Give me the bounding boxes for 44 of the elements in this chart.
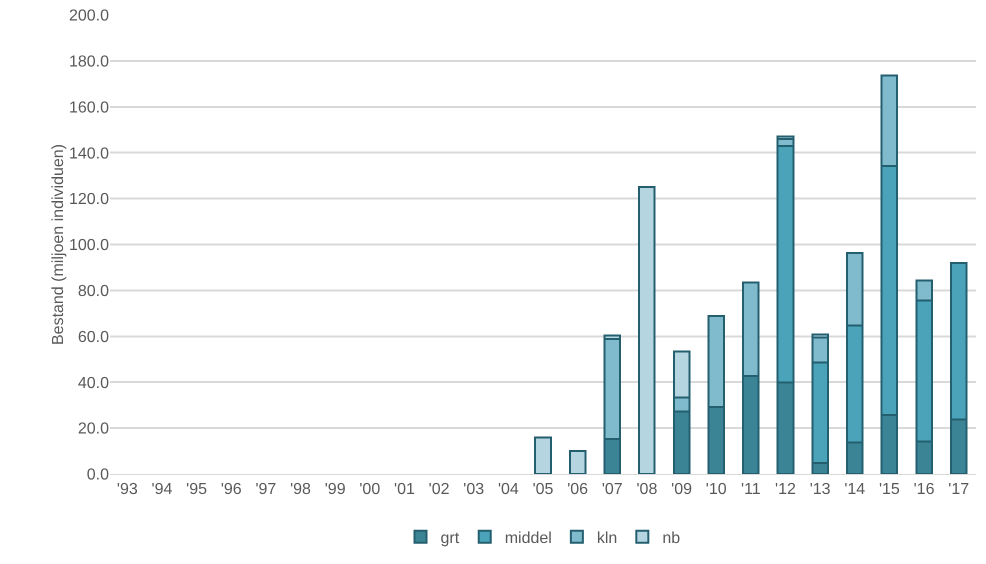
y-tick-label: 120.0 (68, 191, 110, 208)
x-tick-label: '94 (152, 481, 172, 498)
y-tick-label: 160.0 (68, 99, 110, 116)
x-tick-label: '03 (463, 481, 484, 498)
bar (568, 450, 586, 474)
x-tick-label: '05 (532, 481, 554, 498)
y-tick-label: 200.0 (68, 8, 110, 25)
x-tick-label: '07 (602, 481, 623, 498)
x-tick-label: '11 (741, 481, 761, 498)
x-tick-label: '01 (394, 481, 415, 498)
x-tick-label: '97 (255, 481, 276, 498)
x-tick-label: '17 (948, 481, 970, 498)
y-tick-label: 60.0 (78, 328, 110, 346)
y-tick-label: 20.0 (78, 420, 110, 438)
x-tick-label: '02 (428, 481, 450, 498)
y-tick-label: 140.0 (68, 145, 110, 162)
x-tick-label: '12 (775, 481, 796, 498)
x-tick-label: '95 (186, 481, 208, 498)
y-axis-title: Bestand (miljoen individuen) (50, 144, 67, 345)
legend-label: middel (504, 530, 552, 548)
x-tick-label: '13 (810, 481, 831, 498)
x-tick-label: '96 (220, 481, 242, 498)
y-tick-label: 100.0 (68, 237, 110, 254)
x-tick-label: '09 (671, 481, 692, 498)
legend-label: kln (596, 530, 618, 548)
bar (534, 436, 552, 474)
y-tick-label: 180.0 (68, 54, 110, 70)
x-tick-label: '16 (914, 481, 935, 498)
legend-label: nb (662, 530, 680, 548)
x-tick-label: '98 (290, 481, 312, 498)
x-tick-label: '14 (844, 481, 866, 498)
x-tick-label: '99 (324, 481, 346, 498)
y-tick-label: 0.0 (86, 466, 110, 484)
bar (638, 186, 656, 474)
x-tick-label: '00 (359, 481, 380, 498)
x-tick-label: '06 (567, 481, 588, 498)
x-tick-label: '08 (636, 481, 658, 498)
y-tick-label: 80.0 (78, 283, 110, 300)
x-tick-label: '15 (878, 481, 900, 498)
x-tick-label: '93 (116, 481, 138, 498)
x-tick-label: '04 (498, 481, 519, 498)
x-tick-label: '10 (706, 481, 727, 498)
y-tick-label: 40.0 (78, 374, 110, 392)
legend-label: grt (440, 530, 460, 548)
